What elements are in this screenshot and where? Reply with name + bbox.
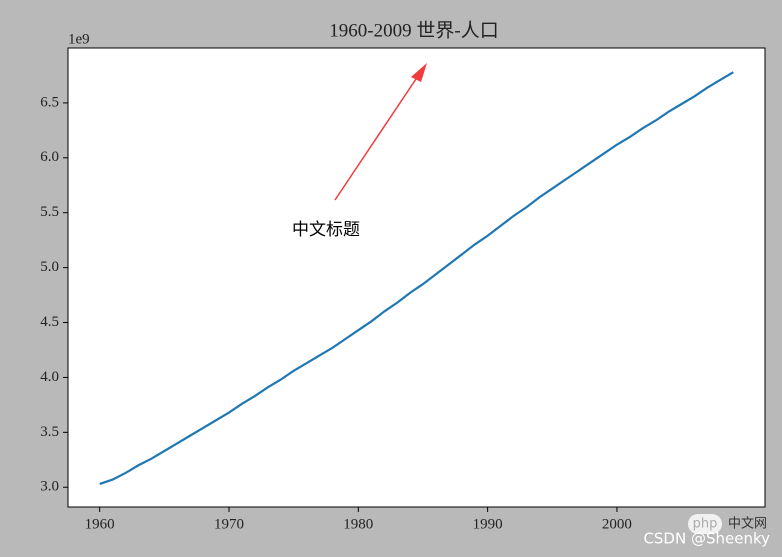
watermark-logo-badge bbox=[688, 514, 722, 534]
chart-title: 1960-2009 世界-人口 bbox=[329, 19, 498, 41]
y-tick-label: 5.5 bbox=[40, 204, 59, 220]
y-tick-label: 6.5 bbox=[40, 94, 59, 110]
y-tick-label: 3.5 bbox=[40, 424, 59, 440]
x-tick-label: 1980 bbox=[343, 516, 373, 532]
x-tick-label: 2000 bbox=[602, 516, 632, 532]
x-tick-label: 1970 bbox=[214, 516, 244, 532]
y-offset-label: 1e9 bbox=[68, 31, 90, 47]
x-tick-label: 1960 bbox=[85, 516, 115, 532]
x-tick-label: 1990 bbox=[473, 516, 503, 532]
annotation: 中文标题 bbox=[292, 220, 360, 240]
annotation-arrowhead bbox=[411, 63, 427, 82]
y-tick-label: 6.0 bbox=[40, 149, 59, 165]
annotation-arrow bbox=[334, 72, 421, 201]
data-line bbox=[99, 71, 734, 485]
watermark-credit: CSDN @Sheenky bbox=[643, 530, 770, 548]
watermark-site: 中文网 bbox=[728, 517, 767, 532]
watermark-logo: php bbox=[693, 517, 718, 532]
y-tick-label: 3.0 bbox=[40, 479, 59, 495]
y-tick-label: 4.5 bbox=[40, 314, 59, 330]
y-tick-label: 5.0 bbox=[40, 259, 59, 275]
y-tick-label: 4.0 bbox=[40, 369, 59, 385]
